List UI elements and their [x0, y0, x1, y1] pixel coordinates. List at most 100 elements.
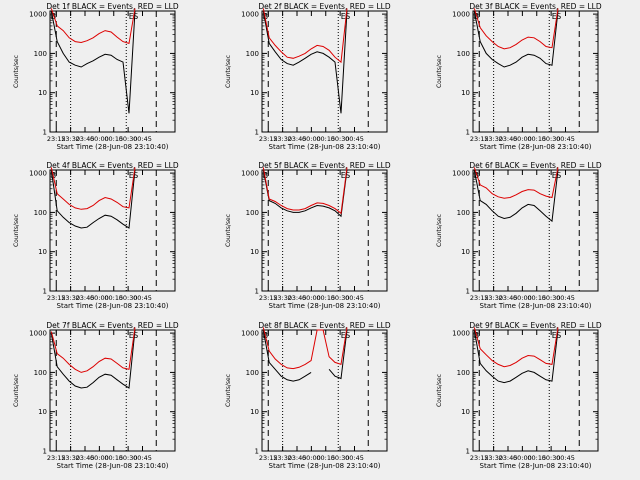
y-axis-label: Counts/sec: [225, 55, 232, 88]
x-tick-label: 00:15: [316, 135, 335, 143]
x-tick-label: 23:15: [470, 454, 489, 462]
y-tick-label: 1000: [452, 330, 470, 338]
x-tick-label: 00:45: [345, 135, 364, 143]
event-marker-S: S: [345, 12, 350, 21]
chart-panel-4: Det 4f BLACK = Events, RED = LLD Counts/s…: [13, 161, 179, 310]
chart-panel-1: Det 1f BLACK = Events, RED = LLD Counts/s…: [13, 2, 179, 151]
x-tick-label: 23:30: [61, 135, 80, 143]
y-tick-label: 1: [466, 288, 470, 296]
x-tick-label: 00:45: [556, 454, 575, 462]
plot-frame: [261, 10, 388, 133]
y-tick-label: 1000: [452, 170, 470, 178]
x-tick-label: 00:00: [302, 454, 321, 462]
event-marker-S: S: [133, 331, 138, 340]
y-tick-label: 100: [246, 50, 259, 58]
x-tick-label: 23:30: [61, 454, 80, 462]
series-line-lld: [50, 167, 136, 210]
x-axis-label: Start Time (28-Jun-08 23:10:40): [480, 143, 592, 151]
x-tick-label: 00:30: [331, 454, 350, 462]
event-marker-S: S: [556, 12, 561, 21]
y-axis-label: Counts/sec: [436, 55, 443, 88]
y-tick-label: 10: [38, 408, 47, 416]
panel-title: Det 5f BLACK = Events, RED = LLD: [258, 161, 391, 170]
y-tick-label: 100: [34, 209, 47, 217]
x-tick-label: 23:45: [499, 135, 518, 143]
series-line-events: [50, 329, 136, 389]
y-axis-label: Counts/sec: [13, 55, 20, 88]
y-tick-label: 10: [250, 89, 259, 97]
event-marker-S: S: [345, 171, 350, 180]
x-tick-label: 00:30: [119, 294, 138, 302]
y-tick-label: 100: [457, 209, 470, 217]
x-tick-label: 23:30: [484, 454, 503, 462]
chart-panel-6: Det 6f BLACK = Events, RED = LLD Counts/s…: [436, 161, 602, 310]
plot-frame: [472, 169, 599, 292]
y-tick-label: 1000: [29, 330, 47, 338]
y-tick-label: 100: [457, 50, 470, 58]
x-tick-label: 23:30: [273, 135, 292, 143]
panel-title: Det 7f BLACK = Events, RED = LLD: [46, 321, 179, 330]
y-tick-label: 1: [466, 129, 470, 137]
event-marker-B: B: [263, 171, 269, 180]
x-tick-label: 23:30: [273, 294, 292, 302]
series-line-lld: [50, 8, 136, 45]
x-tick-label: 00:45: [556, 135, 575, 143]
x-axis-label: Start Time (28-Jun-08 23:10:40): [269, 462, 381, 470]
panel-title: Det 1f BLACK = Events, RED = LLD: [46, 2, 179, 11]
x-tick-label: 23:15: [259, 454, 278, 462]
x-tick-label: 00:15: [527, 135, 546, 143]
y-tick-label: 10: [38, 248, 47, 256]
x-tick-label: 23:15: [259, 294, 278, 302]
x-tick-label: 00:45: [345, 454, 364, 462]
plot-frame: [49, 10, 176, 133]
x-tick-label: 00:00: [90, 135, 109, 143]
y-tick-label: 100: [457, 369, 470, 377]
panel-title: Det 9f BLACK = Events, RED = LLD: [469, 321, 602, 330]
x-tick-label: 23:45: [499, 294, 518, 302]
y-tick-label: 10: [461, 408, 470, 416]
y-axis-label: Counts/sec: [225, 214, 232, 247]
y-axis-label: Counts/sec: [436, 214, 443, 247]
x-tick-label: 00:45: [133, 135, 152, 143]
x-axis-label: Start Time (28-Jun-08 23:10:40): [269, 302, 381, 310]
x-axis-label: Start Time (28-Jun-08 23:10:40): [269, 143, 381, 151]
x-tick-label: 00:15: [104, 294, 123, 302]
x-tick-label: 23:15: [259, 135, 278, 143]
event-marker-E: E: [552, 331, 557, 340]
series-line-lld: [473, 327, 559, 368]
plot-frame: [472, 10, 599, 133]
x-tick-label: 00:30: [331, 294, 350, 302]
x-tick-label: 00:15: [527, 294, 546, 302]
event-marker-E: E: [129, 171, 134, 180]
y-tick-label: 1000: [452, 11, 470, 19]
x-tick-label: 00:00: [90, 454, 109, 462]
x-tick-label: 00:45: [133, 454, 152, 462]
x-tick-label: 00:30: [119, 135, 138, 143]
x-tick-label: 23:30: [273, 454, 292, 462]
y-tick-label: 1000: [29, 170, 47, 178]
series-line-events: [50, 10, 136, 114]
series-line-events: [473, 169, 559, 223]
event-marker-S: S: [133, 171, 138, 180]
chart-panel-5: Det 5f BLACK = Events, RED = LLD Counts/s…: [225, 161, 391, 310]
y-tick-label: 10: [250, 248, 259, 256]
y-tick-label: 1: [43, 448, 47, 456]
x-tick-label: 00:45: [345, 294, 364, 302]
series-line-events: [50, 169, 136, 229]
plot-frame: [261, 169, 388, 292]
series-line-lld: [262, 8, 348, 64]
chart-panel-3: Det 3f BLACK = Events, RED = LLD Counts/s…: [436, 2, 602, 151]
x-tick-label: 00:30: [119, 454, 138, 462]
series-line-lld: [473, 167, 559, 199]
event-marker-S: S: [556, 331, 561, 340]
y-tick-label: 1: [255, 288, 259, 296]
series-line-events: [262, 169, 348, 218]
event-marker-B: B: [51, 12, 57, 21]
event-marker-E: E: [552, 12, 557, 21]
x-tick-label: 23:45: [76, 454, 95, 462]
y-tick-label: 1: [255, 448, 259, 456]
series-line-lld: [473, 8, 559, 50]
x-tick-label: 00:45: [133, 294, 152, 302]
event-marker-E: E: [129, 331, 134, 340]
